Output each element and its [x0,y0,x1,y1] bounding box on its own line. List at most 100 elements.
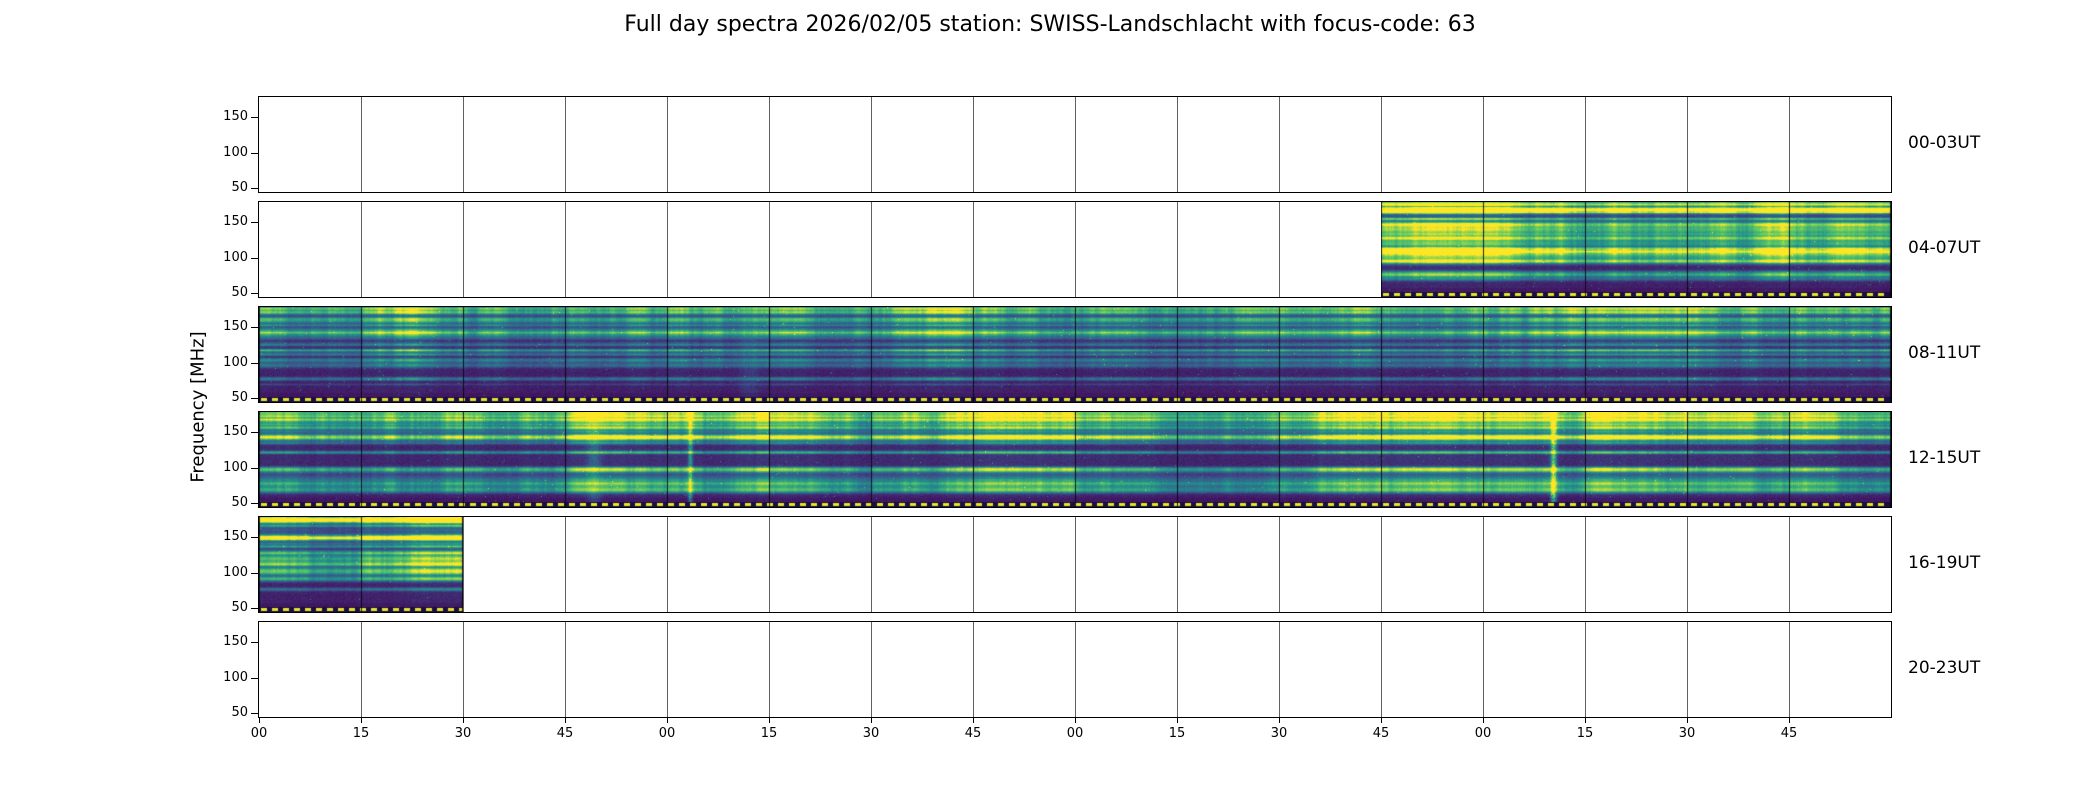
quarter-hour-gridline [1381,622,1382,717]
x-tick-mark [463,718,464,723]
quarter-hour-gridline [667,202,668,297]
x-tick-mark [1789,718,1790,723]
y-tick-label: 100 [223,670,248,685]
x-tick-label: 45 [556,726,574,741]
row-time-label: 16-19UT [1908,553,1981,573]
x-tick-label: 30 [1270,726,1288,741]
x-tick-label: 30 [1678,726,1696,741]
spectrogram-canvas [259,307,1891,402]
row-plot-area [259,202,1891,297]
quarter-hour-gridline [1381,517,1382,612]
x-tick-label: 15 [352,726,370,741]
quarter-hour-gridline [565,622,566,717]
row-plot-area [259,622,1891,717]
quarter-hour-gridline [667,97,668,192]
y-tick-mark [251,503,258,504]
spectrogram-canvas [1381,202,1891,297]
y-tick-mark [251,258,258,259]
y-tick-label: 100 [223,565,248,580]
spectrogram-canvas [259,412,1891,507]
y-tick-mark [251,642,258,643]
y-tick-label: 150 [223,424,248,439]
quarter-hour-gridline [973,202,974,297]
quarter-hour-gridline [1075,202,1076,297]
quarter-hour-gridline [769,202,770,297]
x-tick-mark [361,718,362,723]
spectrogram-row-00-03UT: 150 100 50 00-03UT [223,96,1980,195]
row-time-label: 04-07UT [1908,238,1981,258]
y-tick-mark [251,222,258,223]
quarter-hour-gridline [973,517,974,612]
quarter-hour-gridline [1687,622,1688,717]
y-tick-mark [251,468,258,469]
quarter-hour-gridline [463,517,464,612]
row-frame [258,201,1892,298]
quarter-hour-gridline [1789,97,1790,192]
x-tick-label: 15 [1576,726,1594,741]
y-tick-label: 100 [223,145,248,160]
y-tick-mark [251,678,258,679]
row-frame [258,306,1892,403]
y-tick-mark [251,117,258,118]
y-tick-mark [251,293,258,294]
x-tick-label: 00 [250,726,268,741]
quarter-hour-gridline [361,97,362,192]
quarter-hour-gridline [463,202,464,297]
row-frame [258,96,1892,193]
quarter-hour-gridline [667,517,668,612]
x-tick-mark [1279,718,1280,723]
y-tick-label: 50 [231,705,248,720]
y-tick-label: 150 [223,529,248,544]
quarter-hour-gridline [1789,622,1790,717]
y-tick-label: 150 [223,109,248,124]
quarter-hour-gridline [1075,97,1076,192]
quarter-hour-gridline [973,97,974,192]
quarter-hour-gridline [1279,517,1280,612]
spectrogram-row-08-11UT: 150 100 50 08-11UT [223,306,1980,405]
x-tick-mark [667,718,668,723]
quarter-hour-gridline [769,622,770,717]
x-tick-label: 00 [1474,726,1492,741]
y-axis-label: Frequency [MHz] [187,331,209,483]
y-tick-label: 100 [223,250,248,265]
y-tick-mark [251,537,258,538]
quarter-hour-gridline [1585,517,1586,612]
x-tick-mark [1177,718,1178,723]
quarter-hour-gridline [361,202,362,297]
quarter-hour-gridline [871,202,872,297]
row-frame [258,516,1892,613]
row-time-label: 12-15UT [1908,448,1981,468]
quarter-hour-gridline [1483,622,1484,717]
quarter-hour-gridline [871,517,872,612]
y-tick-label: 50 [231,180,248,195]
y-tick-label: 150 [223,634,248,649]
quarter-hour-gridline [1789,517,1790,612]
spectrogram-row-16-19UT: 150 100 50 16-19UT [223,516,1980,615]
x-tick-mark [1075,718,1076,723]
row-plot-area [259,97,1891,192]
quarter-hour-gridline [1177,622,1178,717]
quarter-hour-gridline [1279,202,1280,297]
quarter-hour-gridline [1279,622,1280,717]
x-tick-label: 45 [1780,726,1798,741]
quarter-hour-gridline [769,517,770,612]
y-tick-mark [251,398,258,399]
quarter-hour-gridline [565,517,566,612]
quarter-hour-gridline [1075,517,1076,612]
y-tick-mark [251,573,258,574]
quarter-hour-gridline [1177,517,1178,612]
quarter-hour-gridline [1483,517,1484,612]
x-tick-mark [565,718,566,723]
spectrogram-row-20-23UT: 150 100 50 20-23UT [223,621,1980,720]
y-tick-mark [251,713,258,714]
quarter-hour-gridline [1585,622,1586,717]
y-tick-mark [251,608,258,609]
quarter-hour-gridline [1585,97,1586,192]
quarter-hour-gridline [973,622,974,717]
y-tick-mark [251,363,258,364]
x-tick-label: 45 [1372,726,1390,741]
quarter-hour-gridline [1279,97,1280,192]
row-frame [258,411,1892,508]
y-tick-mark [251,188,258,189]
